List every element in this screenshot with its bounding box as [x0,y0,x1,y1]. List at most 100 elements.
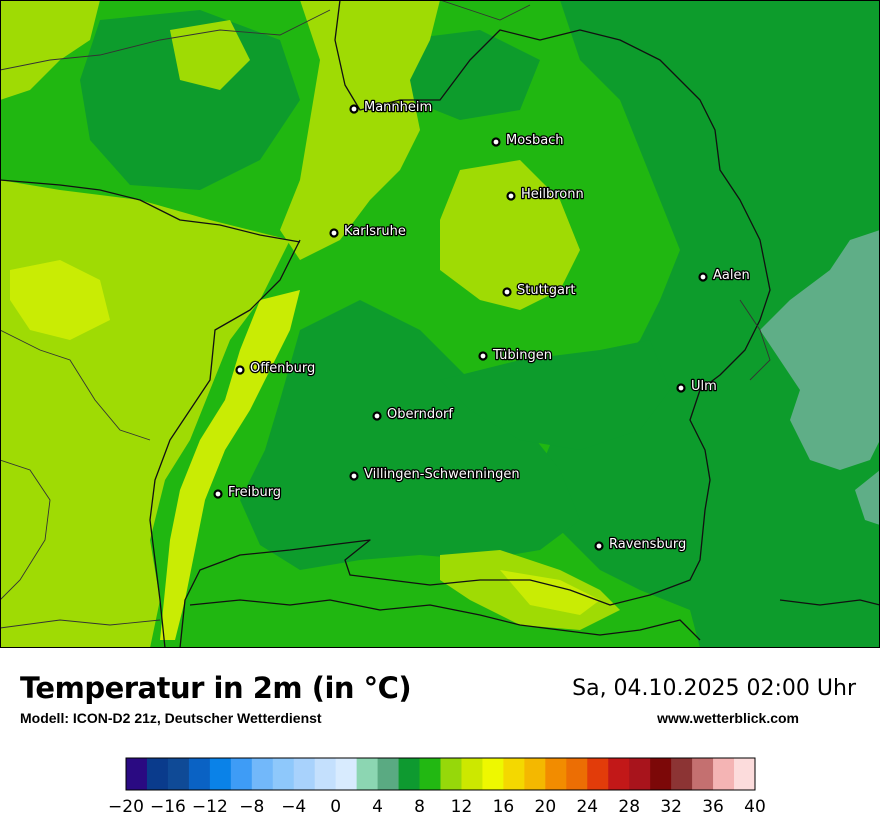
legend-swatch [545,758,567,790]
legend-tick-label: 0 [330,797,341,817]
legend-tick-label: 40 [744,797,766,817]
city-oberndorf[interactable]: Oberndorf [372,406,455,423]
legend-tick-label: 28 [618,797,640,817]
legend-swatch [209,758,232,790]
city-mannheim[interactable]: Mannheim [349,99,433,116]
city-marker-freiburg [213,489,223,499]
legend-swatch [650,758,672,790]
city-villingen-schwenningen[interactable]: Villingen-Schwenningen [349,466,521,483]
legend-swatch [167,758,190,790]
legend-swatch [587,758,609,790]
field-4-6-east [760,230,880,470]
legend-tick-label: 12 [451,797,473,817]
city-heilbronn[interactable]: Heilbronn [506,186,585,203]
district-border-s [0,619,161,629]
field-12-14-rhine [160,290,300,640]
field-6-8-swabian [440,340,670,450]
bavaria-border-east [739,299,771,381]
legend-swatch [314,758,337,790]
legend-swatch [230,758,253,790]
legend-frame [125,757,756,791]
city-ravensburg[interactable]: Ravensburg [594,536,688,553]
field-12-14-bodensee [500,570,600,615]
legend-swatch [293,758,316,790]
legend-swatch [377,758,399,790]
legend-tick-label: 16 [493,797,515,817]
city-aalen[interactable]: Aalen [698,267,751,284]
field-12-14-west [10,260,110,340]
legend-swatches [125,757,756,791]
city-tuebingen[interactable]: Tübingen [478,347,553,364]
legend-swatch [503,758,525,790]
swiss-border [189,599,701,641]
legend-swatch [524,758,546,790]
france-border-north [0,179,301,243]
city-marker-heilbronn [506,191,516,201]
city-label-mosbach: Mosbach [506,133,564,148]
city-label-freiburg: Freiburg [228,485,281,500]
city-marker-offenburg [235,365,245,375]
legend-swatch [419,758,441,790]
legend-swatch [126,758,148,790]
city-label-oberndorf: Oberndorf [387,407,453,422]
field-6-8-east [540,0,880,648]
city-label-heilbronn: Heilbronn [521,187,584,202]
legend-swatch [671,758,693,790]
city-marker-ravensburg [594,541,604,551]
legend-tick-label: −12 [192,797,228,817]
city-marker-stuttgart [502,287,512,297]
legend-swatch [482,758,504,790]
legend-tick-label: 8 [414,797,425,817]
field-10-12-patch-a [170,20,250,90]
legend-swatch [272,758,295,790]
legend-tick-label: −16 [150,797,186,817]
legend-tick-label: 24 [576,797,598,817]
legend-tick-label: 20 [535,797,557,817]
field-6-8-blackforest [240,300,580,570]
austria-border [779,599,880,606]
city-offenburg[interactable]: Offenburg [235,360,317,377]
city-marker-karlsruhe [329,228,339,238]
legend-tick-label: 36 [702,797,724,817]
legend-swatch [188,758,211,790]
city-stuttgart[interactable]: Stuttgart [502,282,577,299]
state-border [179,0,771,648]
legend-swatch [566,758,588,790]
city-marker-mannheim [349,104,359,114]
field-10-12-north [0,0,100,100]
city-freiburg[interactable]: Freiburg [213,484,282,501]
city-label-aalen: Aalen [713,268,750,283]
website-link[interactable]: www.wetterblick.com [657,710,799,726]
legend-swatch [335,758,358,790]
temperature-field [0,0,880,648]
legend-tick-label: −8 [239,797,264,817]
legend-swatch [251,758,274,790]
legend-swatch [398,758,420,790]
field-6-8-odenwald [400,30,540,120]
legend-swatch [440,758,462,790]
city-marker-oberndorf [372,411,382,421]
city-label-stuttgart: Stuttgart [517,283,575,298]
district-border-sw [0,459,51,601]
city-label-karlsruhe: Karlsruhe [344,224,406,239]
legend-tick-label: −20 [108,797,144,817]
legend-swatch [713,758,735,790]
city-marker-mosbach [491,137,501,147]
city-marker-aalen [698,272,708,282]
city-ulm[interactable]: Ulm [676,378,718,395]
legend-ticks: −20 −16 −12 −8 −4 0 4 8 12 16 20 24 28 32 36 40 [108,797,766,817]
city-label-offenburg: Offenburg [250,361,315,376]
field-10-12-neckar [440,160,580,310]
city-karlsruhe[interactable]: Karlsruhe [329,223,407,240]
city-marker-ulm [676,383,686,393]
legend-swatch [146,758,169,790]
north-border-b [439,0,531,21]
borders [0,0,880,648]
district-border-west [0,329,151,441]
city-mosbach[interactable]: Mosbach [491,132,565,149]
field-4-6-patch [855,470,880,525]
legend-swatch [356,758,378,790]
rhine-border [149,239,301,648]
forecast-datetime: Sa, 04.10.2025 02:00 Uhr [572,676,856,701]
legend-swatch [734,758,756,790]
